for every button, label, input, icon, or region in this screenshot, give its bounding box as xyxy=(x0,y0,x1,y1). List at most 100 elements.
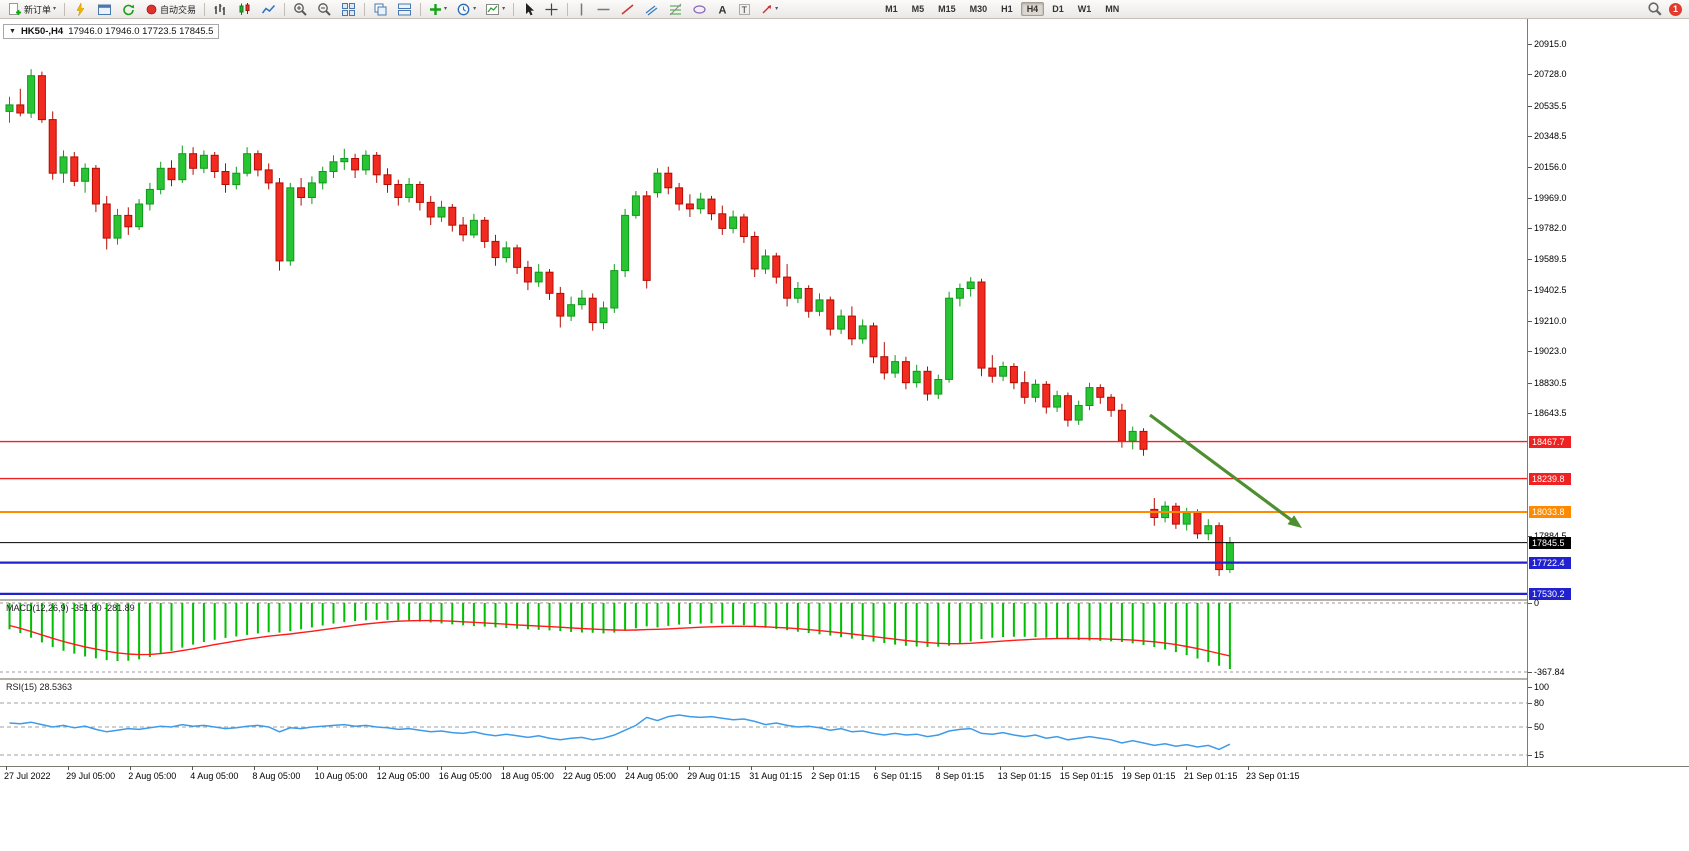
panel-splitter[interactable] xyxy=(0,599,1689,601)
vertical-line-button[interactable] xyxy=(572,0,591,18)
shapes-button[interactable] xyxy=(688,0,711,18)
timeframe-h1-button[interactable]: H1 xyxy=(1001,4,1013,14)
arrows-button[interactable]: ▾ xyxy=(756,0,782,18)
chevron-down-icon: ▾ xyxy=(444,6,448,12)
time-axis-label: 31 Aug 01:15 xyxy=(749,766,803,781)
line-chart-button[interactable] xyxy=(257,0,280,18)
candle xyxy=(1020,371,1029,404)
candle xyxy=(1063,392,1072,427)
price-tick-label: 19589.5 xyxy=(1528,254,1567,265)
price-tick-label: 20728.0 xyxy=(1528,69,1567,80)
candle xyxy=(891,355,900,378)
level-price-badge: 17722.4 xyxy=(1529,556,1571,569)
candle xyxy=(750,231,759,278)
new-order-button[interactable]: 新订单 ▾ xyxy=(3,0,60,18)
cascade-windows-button[interactable] xyxy=(369,0,392,18)
tile-horizontal-button[interactable] xyxy=(393,0,416,18)
macd-label: MACD(12,26,9) -351.80 -281.89 xyxy=(6,603,135,613)
trend-arrow[interactable] xyxy=(1149,413,1302,528)
candle xyxy=(318,166,327,190)
candle xyxy=(837,309,846,334)
candle xyxy=(739,213,748,243)
horizontal-line-icon xyxy=(596,2,611,17)
candle xyxy=(426,195,435,226)
candle xyxy=(621,208,630,278)
candle xyxy=(815,293,824,317)
rsi-indicator-panel[interactable] xyxy=(0,680,1527,766)
candle xyxy=(178,145,187,183)
fibonacci-button[interactable] xyxy=(664,0,687,18)
templates-button[interactable]: ▾ xyxy=(481,0,509,18)
timeframe-m15-button[interactable]: M15 xyxy=(938,4,956,14)
bar-chart-button[interactable] xyxy=(209,0,232,18)
arrow-icon xyxy=(760,2,773,17)
candle xyxy=(156,161,165,195)
chevron-down-icon: ▾ xyxy=(53,6,57,12)
candle xyxy=(685,194,694,217)
zoom-in-button[interactable] xyxy=(289,0,312,18)
candle xyxy=(567,296,576,321)
candlestick-button[interactable] xyxy=(233,0,256,18)
timeframe-h4-button[interactable]: H4 xyxy=(1020,2,1045,16)
periods-button[interactable]: ▾ xyxy=(452,0,480,18)
add-indicator-button[interactable]: ▾ xyxy=(425,0,451,18)
timeframe-m30-button[interactable]: M30 xyxy=(969,4,988,14)
candle xyxy=(81,163,90,193)
timeframe-m5-button[interactable]: M5 xyxy=(911,4,925,14)
timeframe-m1-button[interactable]: M1 xyxy=(885,4,898,14)
chart-quote-box[interactable]: ▼ HK50-,H4 17946.0 17946.0 17723.5 17845… xyxy=(3,24,220,39)
toolbar-separator xyxy=(513,2,515,16)
time-axis-label: 29 Jul 05:00 xyxy=(66,766,116,781)
price-tick-label: 20915.0 xyxy=(1528,39,1567,49)
candle xyxy=(1215,522,1224,576)
text-button[interactable]: A xyxy=(712,0,733,18)
notification-badge[interactable]: 1 xyxy=(1669,2,1682,16)
tile-windows-button[interactable] xyxy=(337,0,360,18)
timeframe-toolbar: M1 M5 M15 M30 H1 H4 D1 W1 MN xyxy=(879,2,1125,16)
candle xyxy=(610,264,619,313)
toolbar-separator xyxy=(567,2,569,16)
main-price-chart[interactable] xyxy=(0,19,1527,599)
time-axis-label: 6 Sep 01:15 xyxy=(873,766,922,781)
candle xyxy=(210,152,219,178)
profiles-button[interactable] xyxy=(69,0,92,18)
channel-icon xyxy=(644,2,659,17)
trendline-icon xyxy=(620,2,635,17)
label-button[interactable]: T xyxy=(734,0,755,18)
zoom-out-button[interactable] xyxy=(313,0,336,18)
crosshair-button[interactable] xyxy=(540,0,563,18)
channel-button[interactable] xyxy=(640,0,663,18)
panel-splitter[interactable] xyxy=(0,678,1689,680)
time-axis-label: 24 Aug 05:00 xyxy=(625,766,679,781)
timeframe-d1-button[interactable]: D1 xyxy=(1052,4,1064,14)
candle xyxy=(124,207,133,235)
price-tick-label: 19969.0 xyxy=(1528,192,1567,203)
crosshair-icon xyxy=(544,2,559,17)
candle xyxy=(405,178,414,203)
timeframe-mn-button[interactable]: MN xyxy=(1105,4,1120,14)
candle xyxy=(642,191,651,289)
candle xyxy=(264,163,273,190)
time-axis-label: 18 Aug 05:00 xyxy=(500,766,554,781)
navigator-button[interactable] xyxy=(117,0,140,18)
candle xyxy=(923,366,932,401)
candle xyxy=(847,306,856,346)
macd-histogram xyxy=(8,603,1231,669)
trendline-button[interactable] xyxy=(616,0,639,18)
candle xyxy=(664,166,673,195)
new-order-label: 新订单 xyxy=(24,4,52,15)
price-axis[interactable]: 20915.0 20728.0 20535.5 20348.5 20156.0 19969… xyxy=(1527,19,1689,766)
cursor-button[interactable] xyxy=(518,0,539,18)
search-icon[interactable] xyxy=(1647,1,1663,17)
candle xyxy=(37,71,46,123)
auto-trading-button[interactable]: 自动交易 xyxy=(141,0,200,18)
time-axis[interactable]: 27 Jul 2022 29 Jul 05:00 2 Aug 05:00 4 Aug … xyxy=(0,766,1689,851)
zoom-in-icon xyxy=(293,2,308,17)
timeframe-w1-button[interactable]: W1 xyxy=(1077,4,1092,14)
candle xyxy=(869,322,878,364)
one-click-trading-toggle-icon[interactable]: ▼ xyxy=(9,28,16,35)
macd-indicator-panel[interactable] xyxy=(0,601,1527,678)
data-window-button[interactable] xyxy=(93,0,116,18)
horizontal-line-button[interactable] xyxy=(592,0,615,18)
candle xyxy=(1193,509,1202,539)
